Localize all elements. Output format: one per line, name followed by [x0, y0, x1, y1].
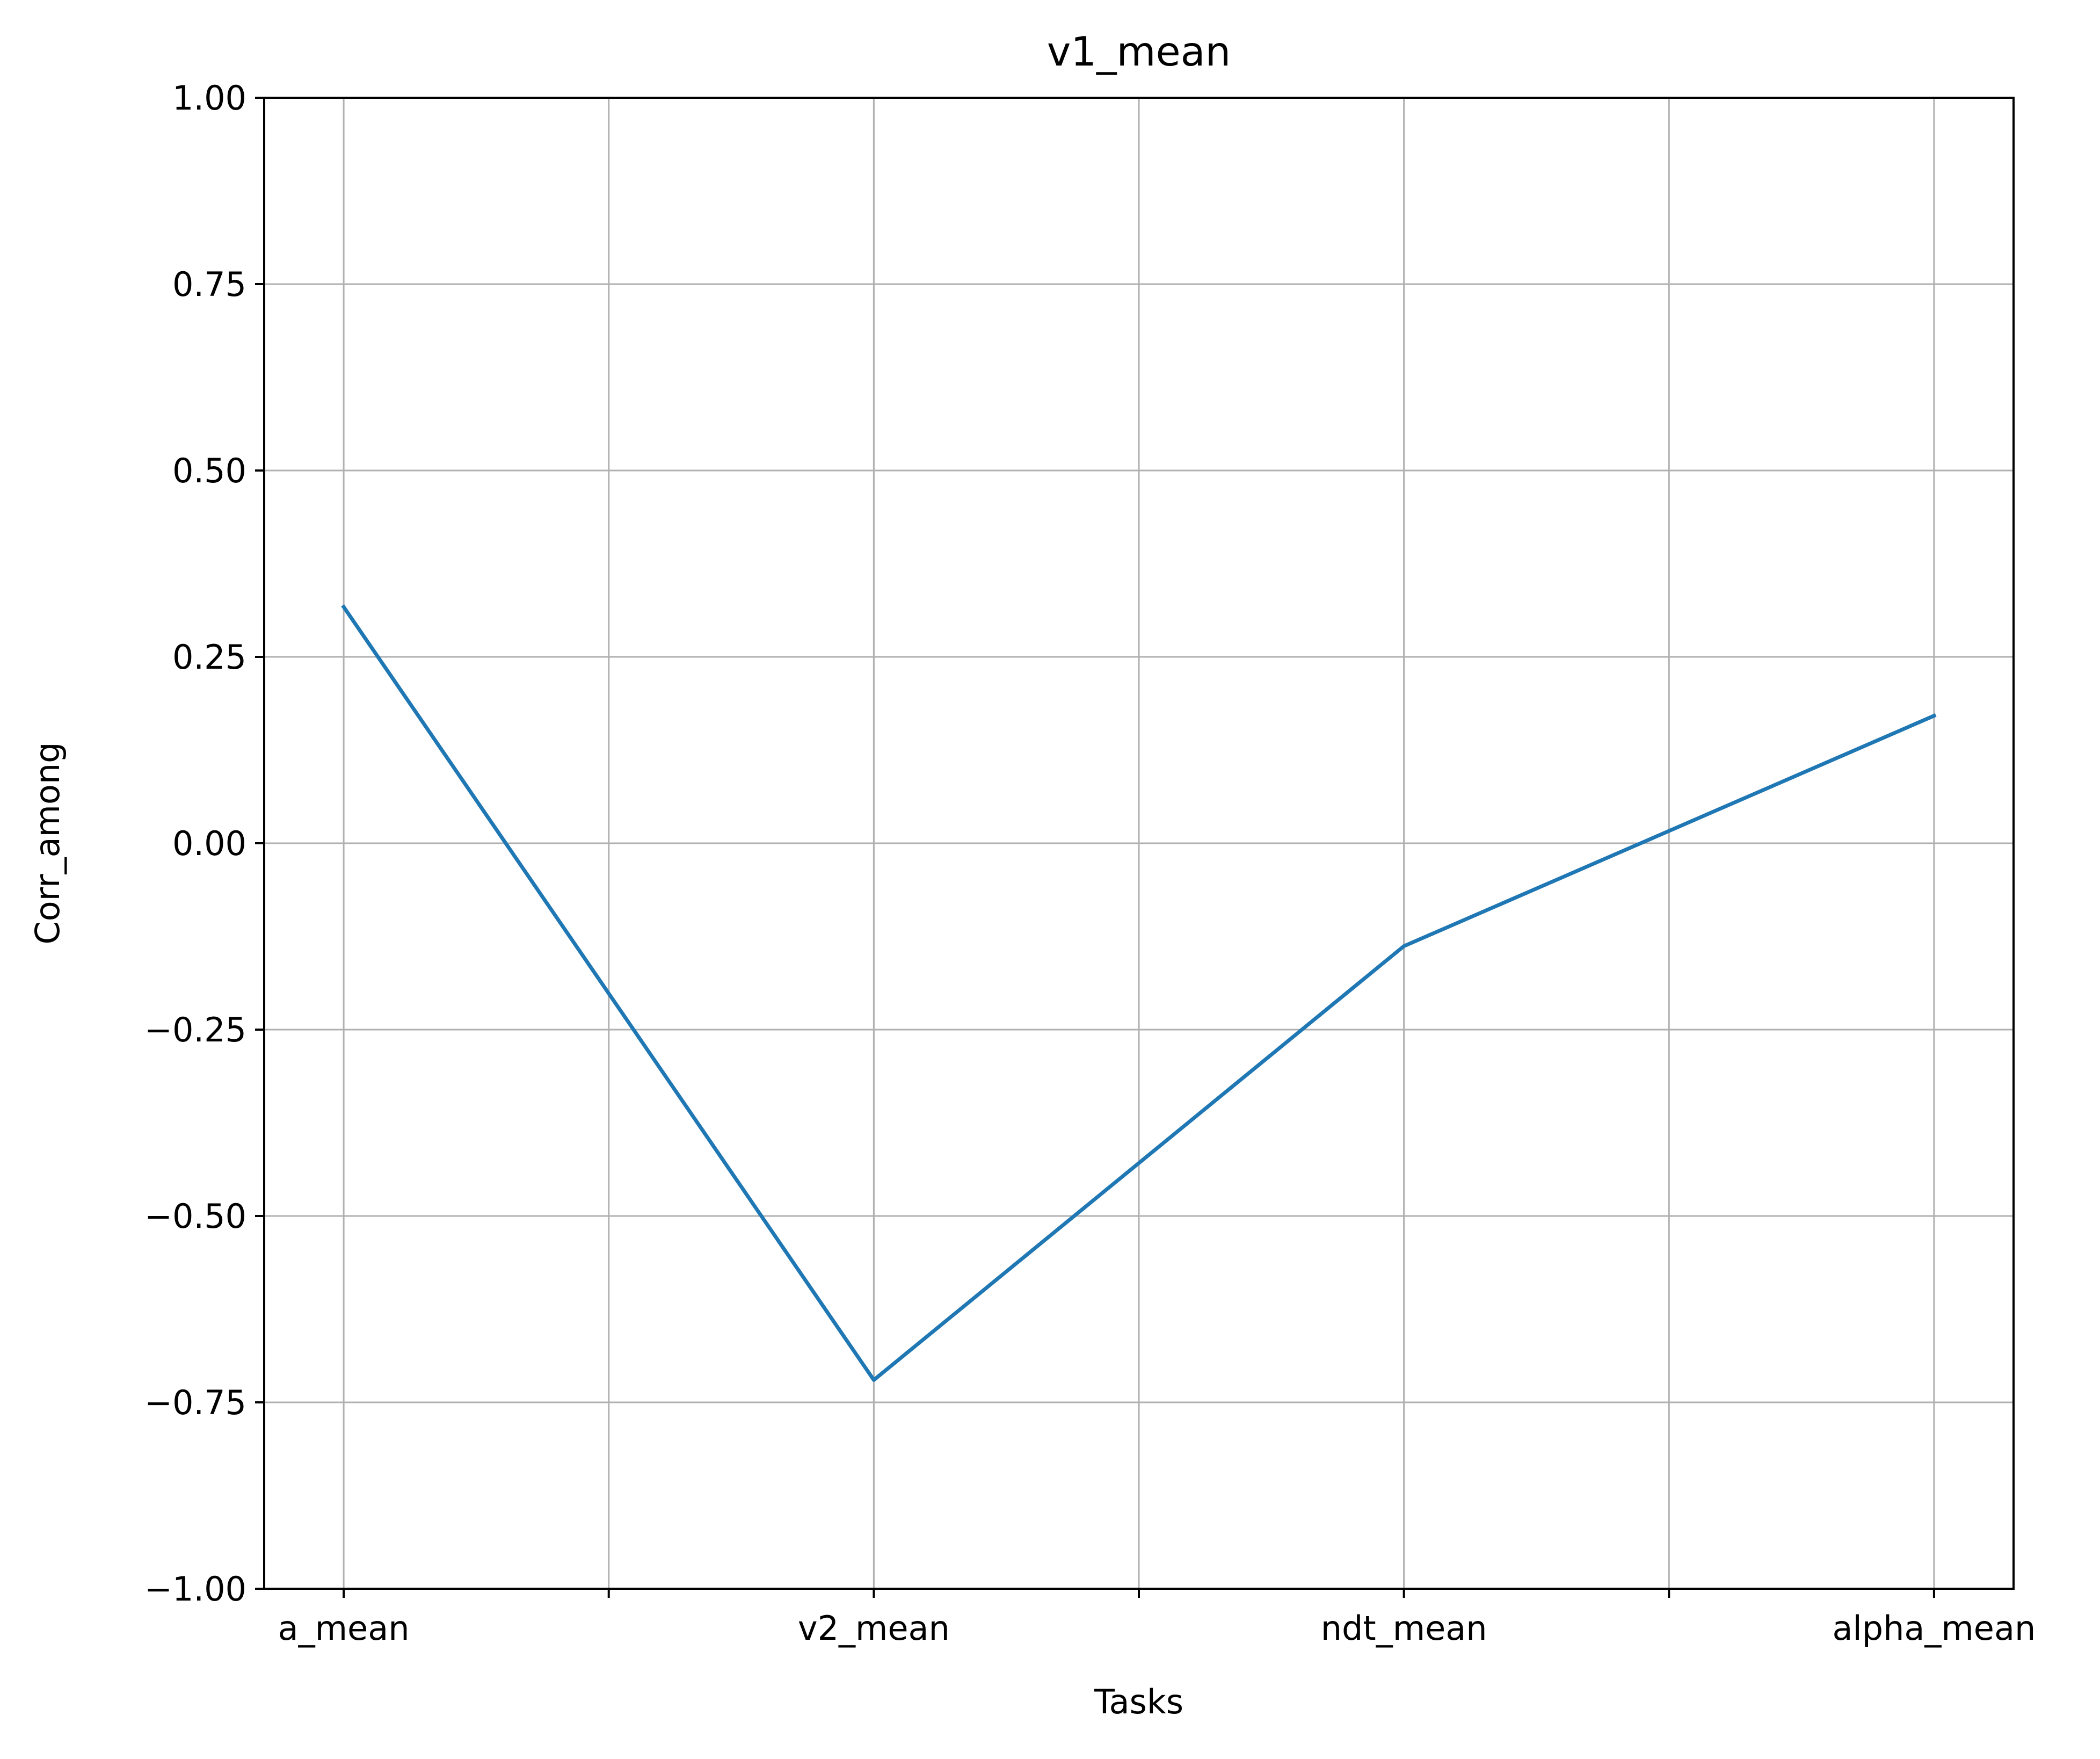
- y-tick-label: −0.75: [144, 1383, 246, 1422]
- y-axis-label: Corr_among: [28, 742, 67, 944]
- y-tick-label: −0.25: [144, 1010, 246, 1049]
- x-tick-label: v2_mean: [798, 1609, 950, 1648]
- x-tick-label: alpha_mean: [1833, 1609, 2036, 1648]
- series-line: [341, 604, 1937, 1382]
- x-tick-label: ndt_mean: [1321, 1609, 1487, 1648]
- x-tick-label: a_mean: [278, 1609, 410, 1648]
- y-tick-label: 0.50: [172, 451, 246, 490]
- ticks: a_mean v2_mean ndt_mean alpha_mean 1.00 0.75 0…: [144, 78, 2036, 1648]
- x-axis-label: Tasks: [1094, 1682, 1183, 1721]
- grid: [264, 97, 2014, 1590]
- y-tick-label: −0.50: [144, 1197, 246, 1236]
- chart-title: v1_mean: [1047, 28, 1231, 75]
- y-tick-label: 0.75: [172, 265, 246, 304]
- y-tick-label: 1.00: [172, 78, 246, 118]
- series-layer: [341, 604, 1937, 1382]
- y-tick-label: 0.25: [172, 638, 246, 677]
- y-tick-label: −1.00: [144, 1569, 246, 1609]
- y-tick-label: 0.00: [172, 824, 246, 863]
